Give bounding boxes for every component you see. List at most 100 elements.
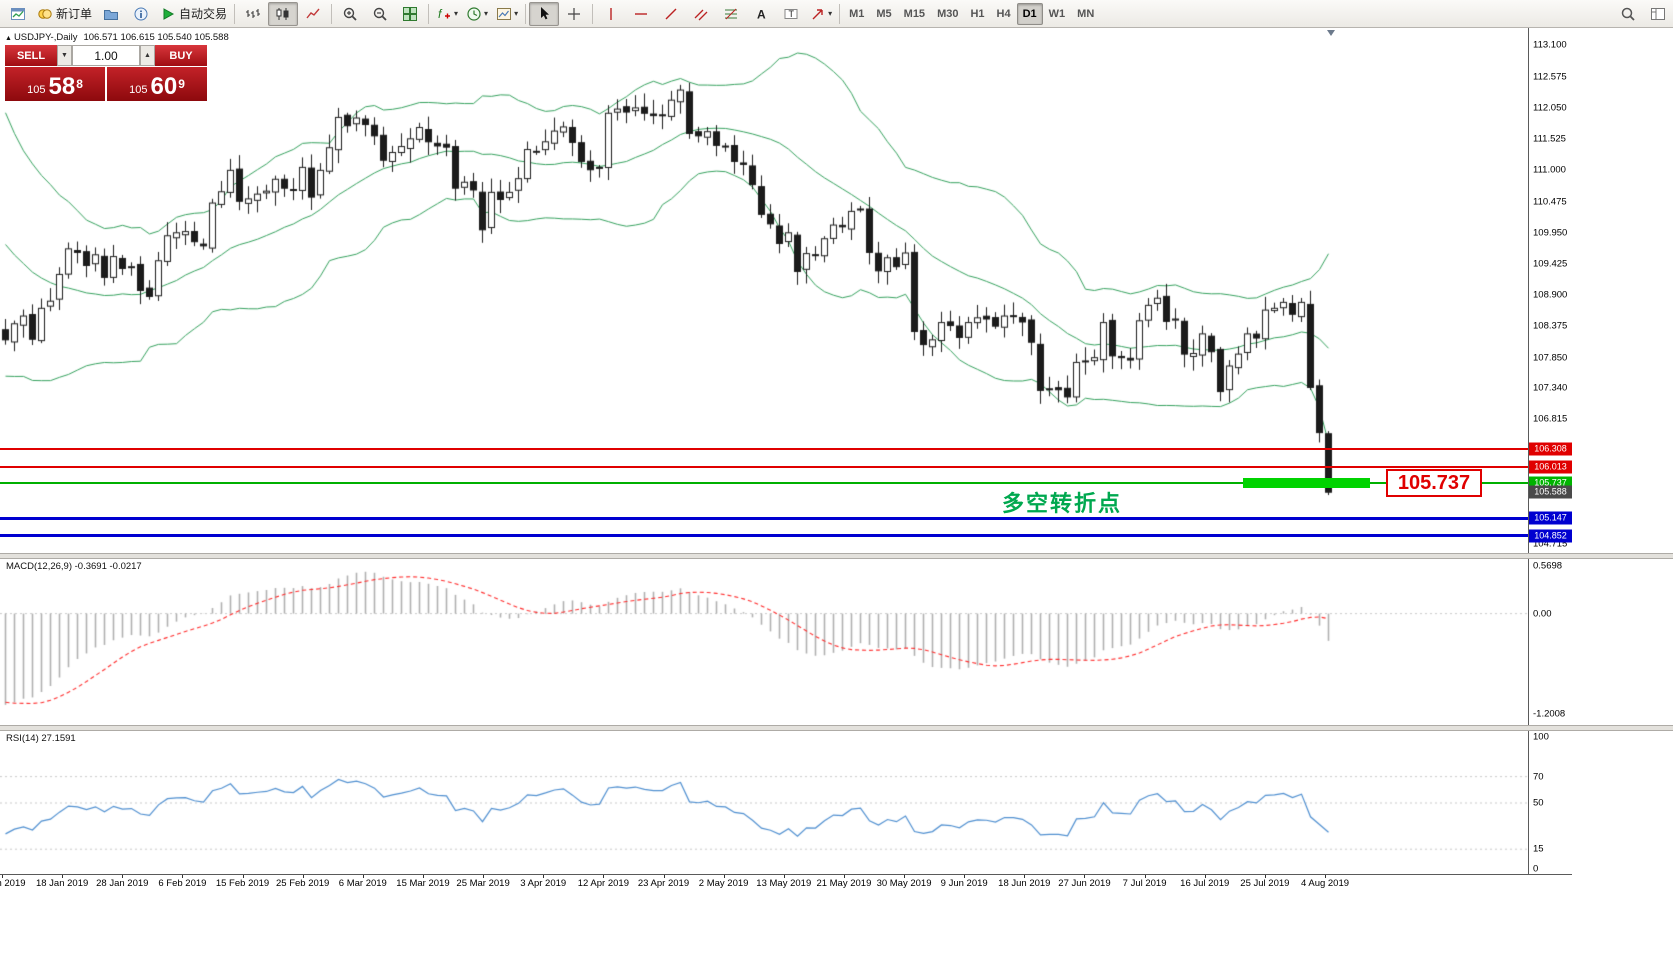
date-label: 27 Jun 2019 — [1058, 878, 1111, 889]
buy-button[interactable]: BUY — [155, 45, 207, 66]
panel-splitter[interactable] — [0, 553, 1673, 559]
vertical-line-button[interactable] — [596, 2, 626, 26]
date-label: 9 Jun 2019 — [940, 878, 988, 889]
timeframe-button-w1[interactable]: W1 — [1048, 7, 1066, 20]
timeframe-button-m1[interactable]: M1 — [849, 7, 865, 20]
templates-button[interactable]: ▾ — [492, 2, 522, 26]
search-button[interactable] — [1613, 2, 1643, 26]
macd-axis-label: -1.2008 — [1533, 708, 1566, 720]
timeframe-button-h1[interactable]: H1 — [970, 7, 985, 20]
macd-label: MACD(12,26,9) -0.3691 -0.0217 — [6, 561, 142, 572]
timeframe-button-m5[interactable]: M5 — [876, 7, 892, 20]
volume-decrease-button[interactable]: ▼ — [57, 45, 72, 66]
macd-indicator-canvas[interactable] — [0, 559, 1528, 723]
zoom-in-button[interactable] — [335, 2, 365, 26]
time-axis-line — [0, 874, 1572, 875]
price-axis-label: 104.715 — [1533, 538, 1568, 550]
timeframe-button-m15[interactable]: M15 — [903, 7, 926, 20]
timeframe-button-mn[interactable]: MN — [1077, 7, 1095, 20]
date-label: 28 Jan 2019 — [96, 878, 149, 889]
new-order-button[interactable]: 新订单 — [33, 2, 96, 26]
time-tick — [483, 875, 485, 878]
text-button[interactable]: A — [746, 2, 776, 26]
zoom-out-button[interactable] — [365, 2, 395, 26]
candlestick-chart-button[interactable] — [268, 1, 299, 26]
sell-button[interactable]: SELL — [5, 45, 57, 66]
date-label: 12 Apr 2019 — [577, 878, 629, 889]
autotrading-button[interactable]: 自动交易 — [156, 2, 231, 26]
timeframe-button-m30[interactable]: M30 — [937, 7, 959, 20]
date-label: 23 Apr 2019 — [637, 878, 690, 889]
price-line[interactable] — [0, 534, 1528, 538]
candlestick-chart-canvas[interactable] — [0, 28, 1528, 553]
time-tick — [843, 875, 845, 878]
sell-price[interactable]: 105 58 8 — [5, 67, 105, 101]
price-tag[interactable]: 104.852 — [1529, 529, 1572, 543]
panel-splitter[interactable] — [0, 725, 1673, 731]
profiles-button[interactable] — [96, 2, 126, 26]
trendline-button[interactable] — [656, 2, 686, 26]
sell-price-whole: 105 — [27, 84, 46, 96]
profiles-icon — [103, 6, 119, 22]
price-tag[interactable]: 105.147 — [1529, 511, 1572, 525]
channel-button[interactable] — [686, 2, 716, 26]
timeframe-button-d1[interactable]: D1 — [1016, 2, 1043, 25]
new-chart-button[interactable] — [3, 2, 33, 26]
date-label: 9 Jan 2019 — [0, 878, 26, 889]
macd-axis-label: 0.00 — [1533, 608, 1552, 620]
tile-windows-button[interactable] — [395, 2, 425, 26]
volume-input[interactable]: 1.00 — [72, 45, 140, 66]
line-chart-button[interactable] — [298, 2, 328, 26]
buy-price-whole: 105 — [129, 84, 148, 96]
buy-price[interactable]: 105 60 9 — [107, 67, 207, 101]
svg-text:A: A — [757, 7, 766, 21]
price-line[interactable] — [0, 448, 1528, 451]
trendline-icon — [663, 6, 679, 22]
volume-increase-button[interactable]: ▲ — [140, 45, 155, 66]
cursor-button[interactable] — [529, 1, 560, 26]
time-tick — [422, 875, 424, 878]
data-window-button[interactable] — [126, 2, 156, 26]
rsi-indicator-canvas[interactable] — [0, 731, 1528, 874]
time-tick — [182, 875, 184, 878]
arrows-button[interactable]: ▾ — [806, 2, 836, 26]
price-line[interactable] — [0, 482, 1528, 485]
time-tick — [904, 875, 906, 878]
time-tick — [603, 875, 605, 878]
toolbar: 新订单 自动交易 f ▾ ▾ ▾ A T ▾ M1 M5 M15 M30 H1 H4 D1 W1 MN — [0, 0, 1673, 28]
horizontal-line-button[interactable] — [626, 2, 656, 26]
periods-button[interactable]: ▾ — [462, 2, 492, 26]
price-level-label[interactable]: 105.737 — [1386, 469, 1482, 498]
date-label: 13 May 2019 — [756, 878, 812, 889]
chevron-down-icon: ▾ — [454, 9, 459, 18]
bar-chart-button[interactable] — [238, 2, 268, 26]
price-line[interactable] — [0, 465, 1528, 468]
line-chart-icon — [305, 6, 321, 22]
crosshair-button[interactable] — [559, 2, 589, 26]
text-label-button[interactable]: T — [776, 2, 806, 26]
price-axis-label: 111.000 — [1533, 164, 1566, 176]
chart-shift-marker[interactable] — [1327, 30, 1335, 36]
time-tick — [302, 875, 304, 878]
price-tag[interactable]: 105.588 — [1529, 485, 1572, 499]
rsi-axis-label: 100 — [1533, 731, 1549, 743]
layout-button[interactable] — [1643, 2, 1673, 26]
price-axis-label: 113.100 — [1533, 39, 1567, 51]
price-axis-line — [1528, 28, 1529, 874]
fibonacci-button[interactable] — [716, 2, 746, 26]
price-tag[interactable]: 106.013 — [1529, 460, 1572, 474]
toolbar-separator — [839, 3, 841, 24]
time-tick — [964, 875, 966, 878]
chart-title: ▲ USDJPY-,Daily 106.571 106.615 105.540 10… — [5, 32, 229, 43]
toolbar-separator — [331, 3, 333, 24]
turning-point-highlight[interactable] — [1243, 478, 1370, 489]
time-tick — [1264, 875, 1266, 878]
price-tag[interactable]: 106.308 — [1529, 442, 1572, 456]
price-line[interactable] — [0, 516, 1528, 520]
chart-symbol-period: USDJPY-,Daily — [13, 32, 78, 43]
timeframe-button-h4[interactable]: H4 — [996, 7, 1011, 20]
arrow-icon — [810, 6, 826, 22]
chart-annotation: 多空转折点 — [1002, 491, 1123, 516]
indicators-button[interactable]: f ▾ — [432, 2, 462, 26]
date-label: 15 Mar 2019 — [396, 878, 450, 889]
